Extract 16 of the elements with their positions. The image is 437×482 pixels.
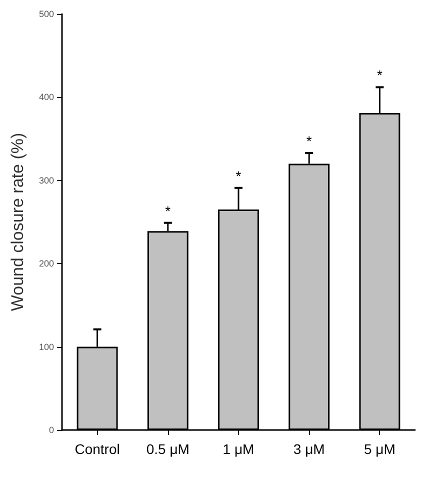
data-label: *: [376, 67, 383, 84]
y-tick-label: 400: [38, 92, 54, 102]
data-label: *: [165, 202, 172, 219]
y-tick-label: 0: [48, 425, 54, 435]
y-tick-label: 300: [38, 175, 54, 186]
x-tick-label: 3 μM: [293, 441, 325, 457]
x-tick-label: 5 μM: [364, 441, 396, 457]
x-tick-label: Control: [74, 441, 120, 457]
data-label: *: [306, 132, 312, 149]
x-tick-label: 0.5 μM: [146, 441, 190, 457]
x-tick-label: 1 μM: [222, 441, 254, 457]
data-label: *: [236, 168, 242, 184]
y-tick-label: 200: [38, 258, 54, 269]
y-tick-label: 500: [38, 9, 54, 19]
y-axis-title: Wound closure rate (%): [8, 132, 27, 312]
y-tick-label: 100: [38, 342, 54, 352]
